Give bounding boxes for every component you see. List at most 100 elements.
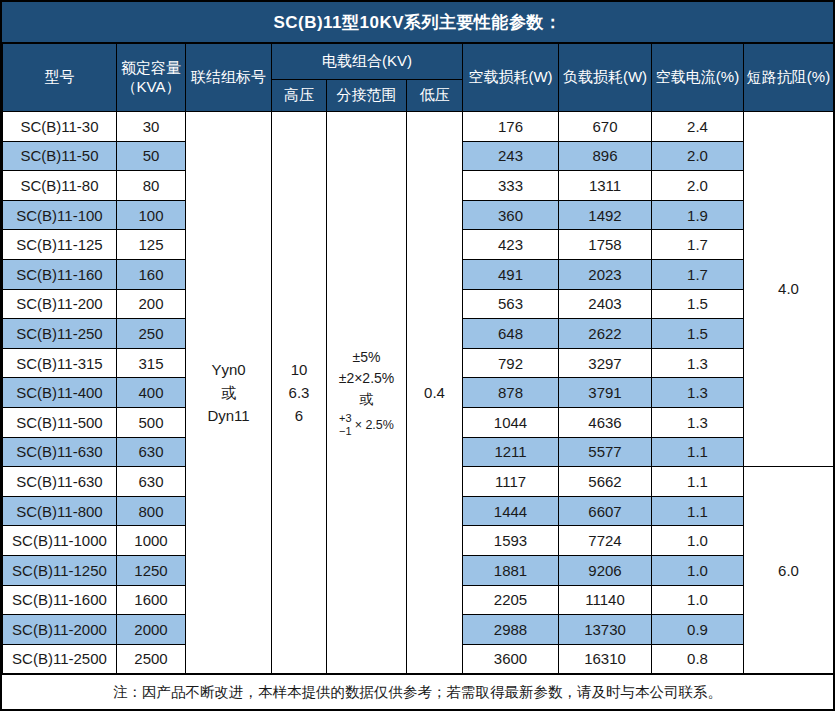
tap-range-merged-cell: ±5% ±2×2.5% 或 +3 −1 × 2.5% [327,112,407,674]
no-load-loss-cell: 563 [463,289,559,319]
no-load-current-cell: 1.3 [652,348,744,378]
model-cell: SC(B)11-1000 [3,526,117,556]
no-load-current-cell: 1.3 [652,407,744,437]
no-load-current-cell: 1.0 [652,555,744,585]
col-header-connection: 联结组标号 [186,44,272,112]
col-header-voltage-combo: 电载组合(KV) [272,44,463,80]
col-header-capacity-line2: （KVA） [119,78,183,97]
no-load-current-cell: 1.5 [652,319,744,349]
no-load-current-cell: 1.3 [652,378,744,408]
no-load-loss-cell: 878 [463,378,559,408]
load-loss-cell: 896 [559,141,652,171]
load-loss-cell: 6607 [559,496,652,526]
capacity-cell: 80 [117,171,186,201]
no-load-current-cell: 2.4 [652,112,744,142]
model-cell: SC(B)11-125 [3,230,117,260]
capacity-cell: 2500 [117,644,186,674]
model-cell: SC(B)11-200 [3,289,117,319]
no-load-loss-cell: 1211 [463,437,559,467]
hv-line2: 6.3 [274,381,324,404]
model-cell: SC(B)11-630 [3,437,117,467]
no-load-current-cell: 2.0 [652,171,744,201]
tap-line3: 或 [329,389,404,410]
load-loss-cell: 2403 [559,289,652,319]
header-row-1: 型号 额定容量 （KVA） 联结组标号 电载组合(KV) 空载损耗(W) 负载损… [3,44,834,80]
no-load-loss-cell: 360 [463,200,559,230]
capacity-cell: 50 [117,141,186,171]
load-loss-cell: 1492 [559,200,652,230]
model-cell: SC(B)11-2000 [3,615,117,645]
load-loss-cell: 3297 [559,348,652,378]
hv-merged-cell: 10 6.3 6 [272,112,327,674]
table-title: SC(B)11型10KV系列主要性能参数： [2,2,833,43]
no-load-loss-cell: 423 [463,230,559,260]
hv-line1: 10 [274,358,324,381]
load-loss-cell: 11140 [559,585,652,615]
model-cell: SC(B)11-400 [3,378,117,408]
no-load-loss-cell: 333 [463,171,559,201]
load-loss-cell: 3791 [559,378,652,408]
model-cell: SC(B)11-250 [3,319,117,349]
no-load-loss-cell: 3600 [463,644,559,674]
capacity-cell: 630 [117,467,186,497]
model-cell: SC(B)11-1600 [3,585,117,615]
load-loss-cell: 2622 [559,319,652,349]
no-load-current-cell: 2.0 [652,141,744,171]
model-cell: SC(B)11-315 [3,348,117,378]
model-cell: SC(B)11-800 [3,496,117,526]
load-loss-cell: 5577 [559,437,652,467]
capacity-cell: 630 [117,437,186,467]
connection-line3: Dyn11 [188,404,269,427]
footnote: 注：因产品不断改进，本样本提供的数据仅供参考；若需取得最新参数，请及时与本公司联… [2,674,833,709]
no-load-loss-cell: 1881 [463,555,559,585]
impedance-group2-cell: 6.0 [744,467,834,674]
col-header-capacity-line1: 额定容量 [119,59,183,78]
load-loss-cell: 5662 [559,467,652,497]
capacity-cell: 200 [117,289,186,319]
capacity-cell: 1000 [117,526,186,556]
capacity-cell: 30 [117,112,186,142]
no-load-current-cell: 1.0 [652,526,744,556]
no-load-loss-cell: 648 [463,319,559,349]
col-header-no-load-current: 空载电流(%) [652,44,744,112]
capacity-cell: 125 [117,230,186,260]
col-header-tap-range: 分接范围 [327,80,407,112]
model-cell: SC(B)11-160 [3,259,117,289]
model-cell: SC(B)11-80 [3,171,117,201]
col-header-model: 型号 [3,44,117,112]
load-loss-cell: 2023 [559,259,652,289]
col-header-capacity: 额定容量 （KVA） [117,44,186,112]
tap-fraction-top: +3 [339,412,352,425]
capacity-cell: 315 [117,348,186,378]
load-loss-cell: 16310 [559,644,652,674]
no-load-loss-cell: 1117 [463,467,559,497]
no-load-loss-cell: 2205 [463,585,559,615]
no-load-current-cell: 1.1 [652,496,744,526]
col-header-load-loss: 负载损耗(W) [559,44,652,112]
tap-fraction-stack: +3 −1 [339,412,352,438]
no-load-current-cell: 1.7 [652,259,744,289]
no-load-loss-cell: 176 [463,112,559,142]
no-load-loss-cell: 243 [463,141,559,171]
no-load-loss-cell: 792 [463,348,559,378]
col-header-no-load-loss: 空载损耗(W) [463,44,559,112]
model-cell: SC(B)11-2500 [3,644,117,674]
capacity-cell: 1600 [117,585,186,615]
col-header-hv: 高压 [272,80,327,112]
no-load-current-cell: 0.9 [652,615,744,645]
capacity-cell: 800 [117,496,186,526]
capacity-cell: 500 [117,407,186,437]
model-cell: SC(B)11-50 [3,141,117,171]
tap-fraction-line: +3 −1 × 2.5% [329,412,404,438]
spec-table-panel: SC(B)11型10KV系列主要性能参数： 型号 额定容量 （KVA） 联结组标… [0,0,835,711]
capacity-cell: 400 [117,378,186,408]
no-load-loss-cell: 1444 [463,496,559,526]
no-load-current-cell: 1.5 [652,289,744,319]
capacity-cell: 2000 [117,615,186,645]
model-cell: SC(B)11-500 [3,407,117,437]
hv-line3: 6 [274,404,324,427]
tap-fraction-mult: × 2.5% [355,419,394,432]
load-loss-cell: 7724 [559,526,652,556]
model-cell: SC(B)11-30 [3,112,117,142]
load-loss-cell: 1758 [559,230,652,260]
